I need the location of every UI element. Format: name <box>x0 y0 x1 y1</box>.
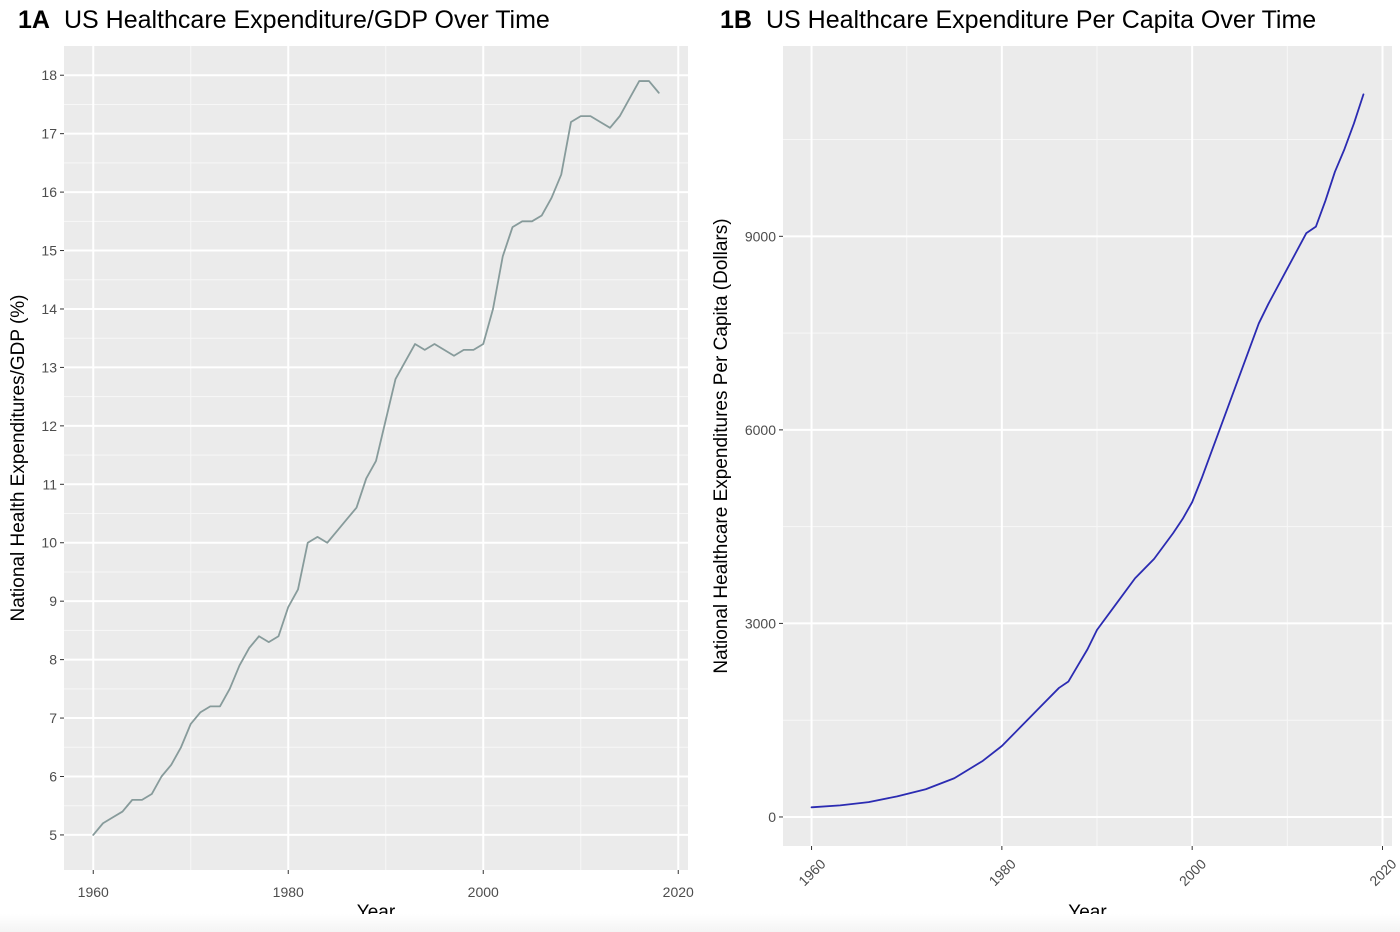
x-tick-label: 1980 <box>273 884 304 900</box>
y-tick-label: 0 <box>768 809 776 825</box>
panel-label: 1B <box>720 6 752 34</box>
y-tick-label: 3000 <box>745 615 776 631</box>
bottom-edge <box>0 914 1400 932</box>
chart-panel-1b: 1B US Healthcare Expenditure Per Capita O… <box>700 0 1400 932</box>
y-tick-label: 15 <box>41 243 57 259</box>
y-tick-label: 6000 <box>745 422 776 438</box>
plot-background <box>783 46 1392 846</box>
y-tick-label: 10 <box>41 535 57 551</box>
y-tick-label: 11 <box>42 476 57 492</box>
y-tick-label: 8 <box>49 652 57 668</box>
chart-title: US Healthcare Expenditure Per Capita Ove… <box>765 6 1317 34</box>
y-axis-title: National Healthcare Expenditures Per Cap… <box>711 218 732 673</box>
x-tick-label: 1960 <box>78 884 109 900</box>
y-tick-label: 7 <box>49 710 57 726</box>
chart-title: US Healthcare Expenditure/GDP Over Time <box>63 6 550 34</box>
y-tick-label: 9 <box>49 593 57 609</box>
y-tick-label: 13 <box>41 359 57 375</box>
y-tick-label: 12 <box>41 418 57 434</box>
panel-heading-1b: 1B US Healthcare Expenditure Per Capita O… <box>720 6 1316 35</box>
x-tick-label: 1960 <box>795 856 828 889</box>
x-tick-label: 2020 <box>1366 856 1399 889</box>
x-tick-label: 1980 <box>986 856 1019 889</box>
series-line <box>92 80 660 836</box>
y-tick-label: 16 <box>41 184 57 200</box>
y-tick-label: 9000 <box>745 228 776 244</box>
x-tick-label: 2000 <box>1176 856 1209 889</box>
series-line <box>810 93 1365 809</box>
panel-label: 1A <box>18 6 50 34</box>
y-tick-label: 6 <box>49 768 57 784</box>
x-tick-label: 2000 <box>468 884 499 900</box>
x-tick-label: 2020 <box>663 884 694 900</box>
y-axis-title: National Health Expenditures/GDP (%) <box>8 294 29 621</box>
panel-heading-1a: 1A US Healthcare Expenditure/GDP Over Tim… <box>18 6 550 35</box>
y-tick-label: 18 <box>41 67 57 83</box>
y-tick-label: 14 <box>41 301 57 317</box>
y-tick-label: 17 <box>41 126 57 142</box>
y-tick-label: 5 <box>49 827 57 843</box>
chart-panel-1a: 1A US Healthcare Expenditure/GDP Over Tim… <box>8 6 694 923</box>
